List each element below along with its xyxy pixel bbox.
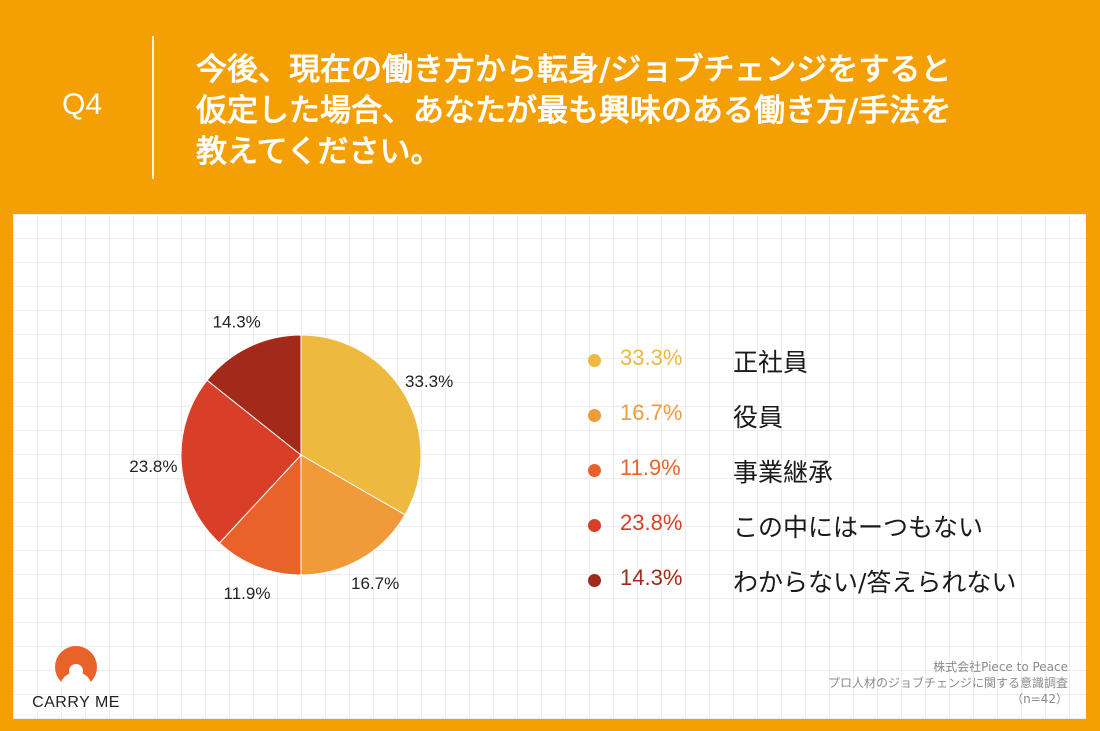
legend-label: わからない/答えられない: [733, 568, 1017, 597]
legend-dot: [588, 519, 601, 532]
question-text: 今後、現在の働き方から転身/ジョブチェンジをすると 仮定した場合、あなたが最も興…: [196, 50, 1056, 173]
pie-slice: [180, 379, 302, 544]
legend-item: 14.3% わからない/答えられない: [588, 562, 1048, 602]
legend-item: 16.7% 役員: [588, 397, 1048, 437]
slice-label: 16.7%: [351, 574, 399, 593]
legend-dot: [588, 574, 601, 587]
carry-me-logo: CARRY ME: [31, 644, 131, 719]
legend-percent: 11.9%: [620, 455, 681, 480]
header: Q4 今後、現在の働き方から転身/ジョブチェンジをすると 仮定した場合、あなたが…: [0, 0, 1100, 212]
legend-label: 役員: [733, 403, 784, 432]
source-survey: プロ人材のジョブチェンジに関する意識調査: [827, 676, 1068, 690]
pie-chart: 33.3% 16.7% 11.9% 23.8% 14.3%: [129, 313, 453, 603]
source-note: 株式会社Piece to Peace プロ人材のジョブチェンジに関する意識調査 …: [828, 659, 1068, 707]
legend-dot: [588, 354, 601, 367]
legend-item: 33.3% 正社員: [588, 342, 1048, 382]
legend-label: 事業継承: [733, 458, 834, 487]
slice-label: 11.9%: [224, 584, 271, 603]
logo-text: CARRY ME: [32, 694, 120, 711]
slice-label: 14.3%: [213, 313, 261, 332]
logo-icon: [55, 646, 97, 688]
question-line: 教えてください。: [196, 134, 442, 170]
legend-label: この中にはーつもない: [733, 513, 984, 542]
legend-item: 23.8% この中にはーつもない: [588, 507, 1048, 547]
header-divider: [152, 36, 154, 179]
pie-slice: [218, 453, 302, 576]
legend-percent: 14.3%: [620, 565, 683, 590]
source-sample: （n=42）: [1011, 692, 1068, 706]
question-line: 今後、現在の働き方から転身/ジョブチェンジをすると: [196, 52, 952, 88]
pie-slice: [300, 334, 422, 516]
slice-label: 23.8%: [129, 457, 177, 476]
source-company: 株式会社Piece to Peace: [933, 660, 1068, 674]
legend-percent: 33.3%: [620, 345, 683, 370]
legend-dot: [588, 464, 601, 477]
legend-percent: 23.8%: [620, 510, 683, 535]
chart-panel: 33.3% 16.7% 11.9% 23.8% 14.3% 33.3% 正社員 16.7…: [13, 214, 1086, 719]
legend-label: 正社員: [733, 348, 809, 377]
question-number: Q4: [62, 88, 103, 121]
legend-item: 11.9% 事業継承: [588, 452, 1048, 492]
pie-slice: [300, 454, 406, 576]
question-line: 仮定した場合、あなたが最も興味のある働き方/手法を: [196, 93, 952, 129]
pie-slice: [206, 334, 302, 457]
legend-percent: 16.7%: [620, 400, 683, 425]
slice-label: 33.3%: [405, 372, 453, 391]
legend-dot: [588, 409, 601, 422]
